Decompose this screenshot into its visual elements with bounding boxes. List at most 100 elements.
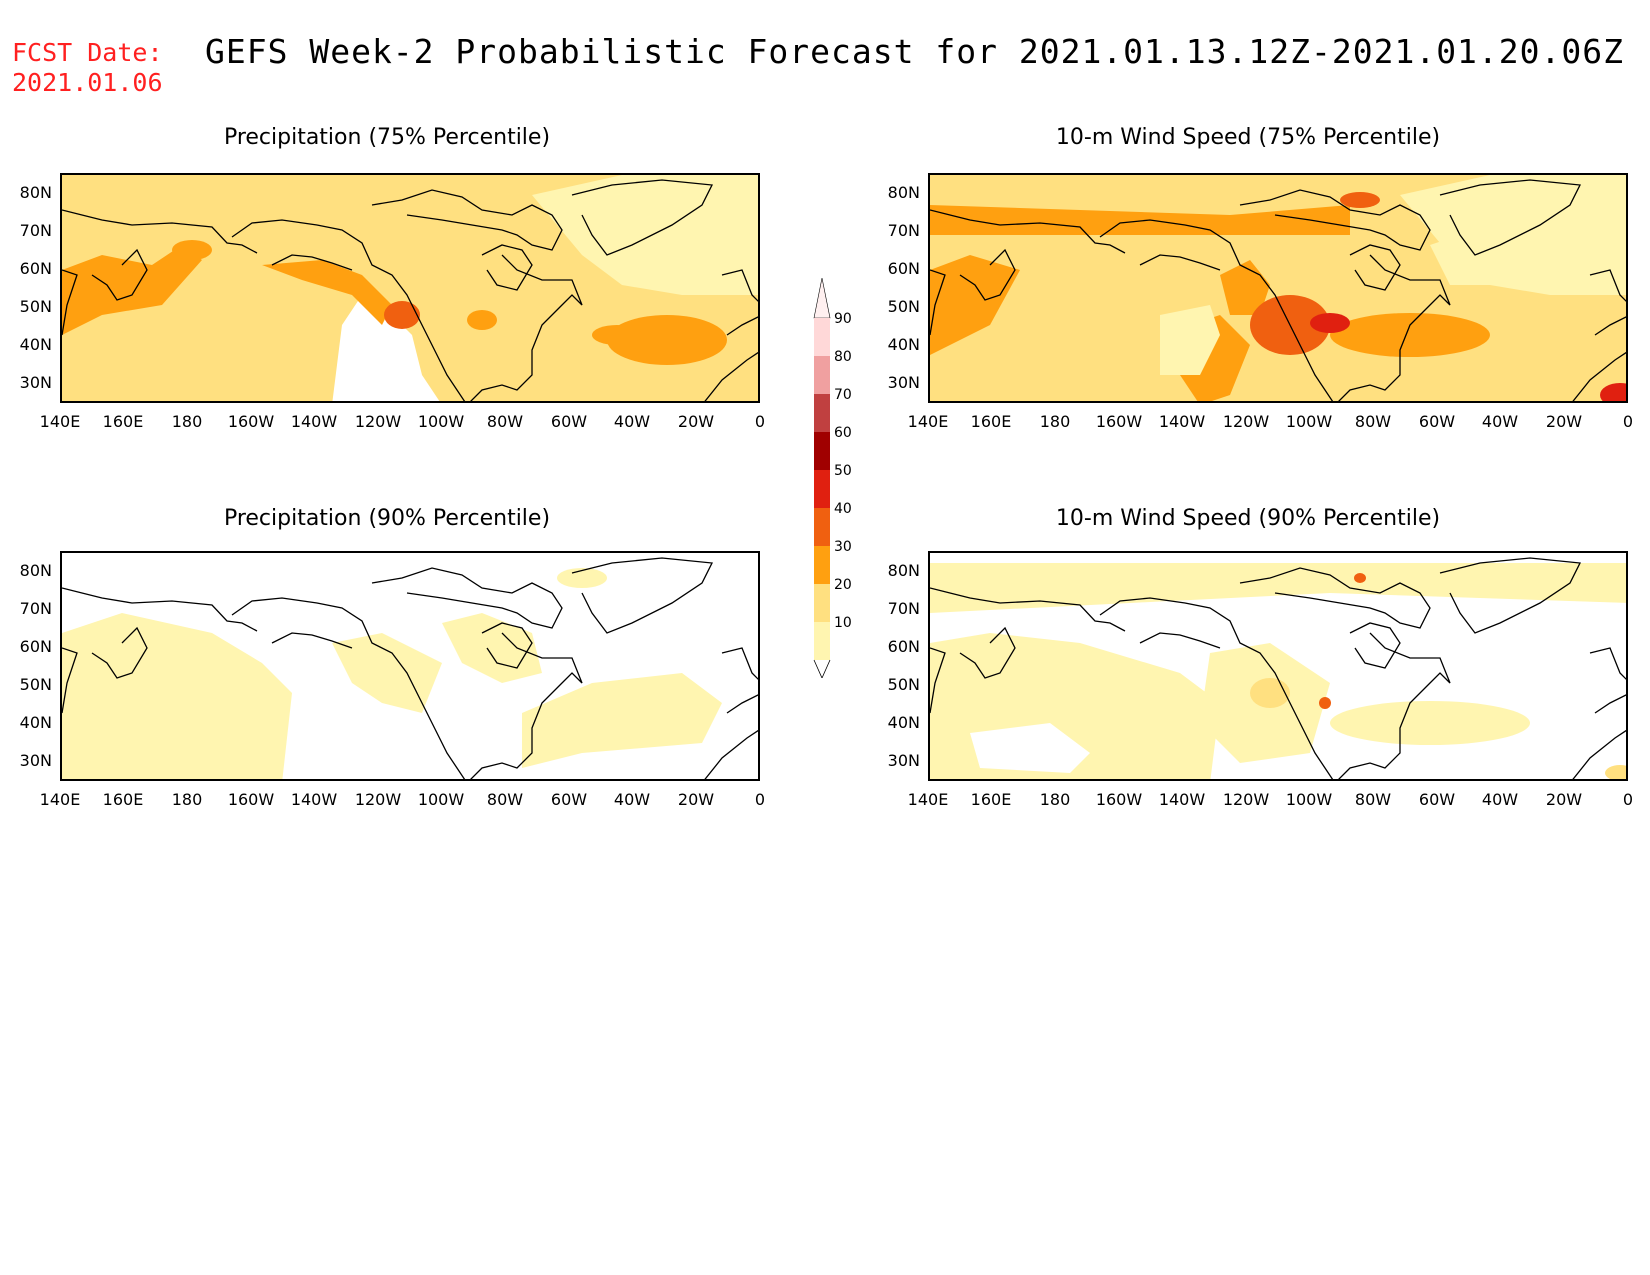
coastline — [231, 597, 466, 779]
lat-tick-label: 30N — [19, 751, 52, 770]
lat-tick-label: 60N — [887, 259, 920, 278]
lon-tick-label: 160E — [970, 412, 1012, 431]
coastline — [1594, 316, 1626, 336]
coastline — [1439, 557, 1582, 634]
coastline — [959, 626, 1016, 679]
lon-tick-label: 0 — [754, 412, 766, 431]
probability-field-peak — [1319, 697, 1331, 709]
coastline — [62, 269, 78, 336]
lon-tick-label: 120W — [354, 790, 402, 809]
coastline — [1349, 622, 1401, 669]
lon-tick-label: 100W — [417, 790, 465, 809]
probability-field-low — [1330, 701, 1530, 745]
coastline — [91, 626, 148, 679]
coastline — [930, 587, 1126, 632]
lat-tick-label: 30N — [887, 751, 920, 770]
lon-tick-label: 180 — [171, 412, 203, 431]
lon-tick-label: 60W — [1418, 790, 1456, 809]
lon-axis-wind-90: 140E 160E 180 160W 140W 120W 100W 80W 60W 40W 20W 0 — [908, 790, 1650, 812]
forecast-date-value: 2021.01.06 — [12, 68, 163, 97]
colorbar-label: 20 — [834, 577, 852, 593]
probability-field-high — [592, 325, 642, 345]
probability-field-low — [557, 568, 607, 588]
lon-tick-label: 60W — [550, 412, 588, 431]
lat-tick-label: 80N — [19, 561, 52, 580]
probability-field-high — [172, 240, 212, 260]
lon-tick-label: 60W — [550, 790, 588, 809]
coastline — [481, 622, 533, 669]
lon-tick-label: 20W — [1545, 412, 1583, 431]
probability-field-peak — [1354, 573, 1366, 583]
lon-tick-label: 160W — [227, 790, 275, 809]
colorbar-swatch — [814, 356, 830, 394]
lat-tick-label: 40N — [887, 335, 920, 354]
lon-tick-label: 140W — [290, 412, 338, 431]
lat-tick-label: 70N — [19, 599, 52, 618]
coastline — [62, 209, 258, 254]
lon-tick-label: 80W — [486, 790, 524, 809]
lat-tick-label: 50N — [887, 675, 920, 694]
panel-title-precip-75: Precipitation (75% Percentile) — [223, 125, 551, 150]
map-canvas — [62, 553, 758, 779]
probability-field-low — [332, 633, 442, 713]
lon-axis-wind-75: 140E 160E 180 160W 140W 120W 100W 80W 60W 40W 20W 0 — [908, 412, 1650, 434]
coastline — [1338, 632, 1451, 779]
panel-title-precip-90: Precipitation (90% Percentile) — [223, 506, 551, 531]
map-precip-90 — [60, 551, 760, 781]
coastline — [62, 587, 258, 632]
coastline — [1239, 189, 1431, 251]
lon-tick-label: 40W — [1481, 790, 1519, 809]
coastline — [1594, 694, 1626, 714]
lon-tick-label: 180 — [1039, 412, 1071, 431]
probability-field-high — [1330, 313, 1490, 357]
lat-tick-label: 60N — [19, 259, 52, 278]
no-signal-region — [970, 723, 1090, 773]
lon-axis-precip-75: 140E 160E 180 160W 140W 120W 100W 80W 60W 40W 20W 0 — [40, 412, 800, 434]
colorbar-swatch — [814, 622, 830, 660]
lon-tick-label: 100W — [1285, 790, 1333, 809]
colorbar-label: 30 — [834, 539, 852, 555]
coastline — [1139, 254, 1221, 271]
lon-tick-label: 140E — [39, 412, 81, 431]
probability-field-mid — [1250, 678, 1290, 708]
lat-tick-label: 50N — [19, 297, 52, 316]
map-canvas — [930, 553, 1626, 779]
panel-title-wind-90: 10-m Wind Speed (90% Percentile) — [1055, 506, 1441, 531]
probability-field-high — [930, 255, 1020, 355]
coastline — [1572, 729, 1626, 779]
lat-tick-label: 70N — [19, 221, 52, 240]
lon-tick-label: 20W — [677, 412, 715, 431]
probability-field-high — [467, 310, 497, 330]
coastline — [571, 179, 714, 256]
coastline — [1439, 179, 1582, 256]
lat-tick-label: 40N — [19, 335, 52, 354]
colorbar-label: 60 — [834, 425, 852, 441]
lat-axis-precip-90: 80N 70N 60N 50N 40N 30N — [0, 551, 52, 781]
lon-tick-label: 140W — [1158, 412, 1206, 431]
probability-field-low — [930, 563, 1626, 613]
colorbar-swatch — [814, 508, 830, 546]
lat-tick-label: 50N — [887, 297, 920, 316]
probability-field-low — [522, 673, 722, 768]
coastline — [1338, 254, 1451, 401]
map-wind-90 — [928, 551, 1628, 781]
lon-tick-label: 40W — [613, 412, 651, 431]
coastline — [1349, 244, 1401, 291]
map-canvas — [930, 175, 1626, 401]
colorbar-swatch — [814, 546, 830, 584]
lon-tick-label: 160E — [102, 790, 144, 809]
coastline — [571, 557, 714, 634]
coastline — [930, 269, 946, 336]
lat-axis-precip-75: 80N 70N 60N 50N 40N 30N — [0, 173, 52, 403]
probability-field-peak — [1310, 313, 1350, 333]
lat-axis-wind-90: 80N 70N 60N 50N 40N 30N — [868, 551, 920, 781]
probability-field-low — [1430, 225, 1540, 285]
lon-tick-label: 160E — [970, 790, 1012, 809]
lon-tick-label: 0 — [1622, 412, 1634, 431]
coastline — [704, 351, 758, 401]
lat-tick-label: 30N — [19, 373, 52, 392]
colorbar-swatch — [814, 432, 830, 470]
colorbar-swatch — [814, 584, 830, 622]
colorbar-label: 90 — [834, 311, 852, 327]
lon-tick-label: 20W — [677, 790, 715, 809]
